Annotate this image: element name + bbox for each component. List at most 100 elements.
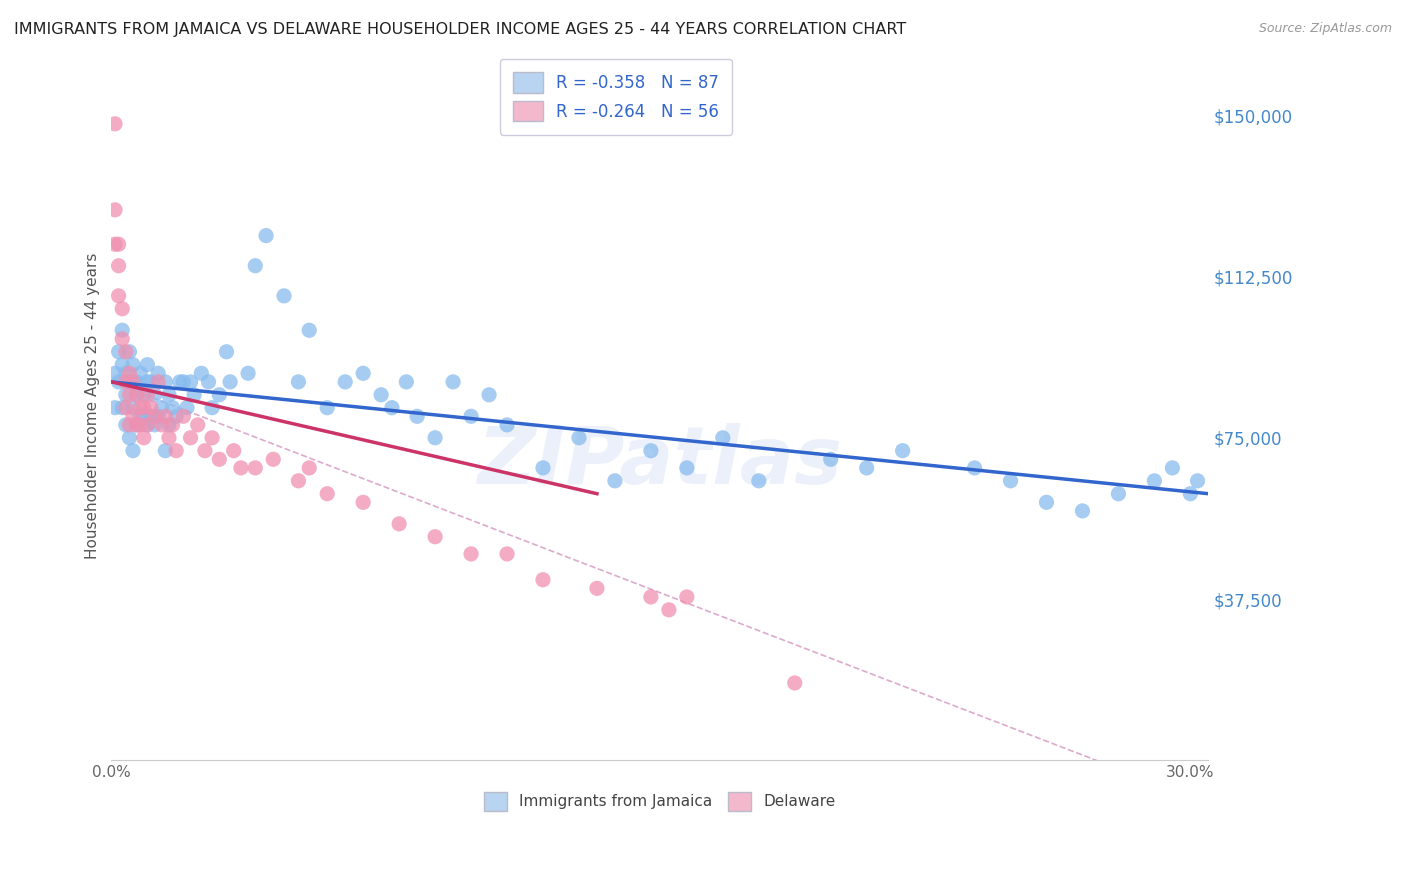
Point	[1161, 461, 1184, 475]
Point	[122, 409, 145, 424]
Point	[125, 388, 148, 402]
Point	[460, 547, 482, 561]
Point	[157, 431, 180, 445]
Point	[183, 388, 205, 402]
Point	[129, 417, 152, 432]
Point	[381, 401, 404, 415]
Point	[125, 417, 148, 432]
Point	[136, 417, 159, 432]
Point	[139, 375, 162, 389]
Point	[496, 417, 519, 432]
Point	[118, 431, 141, 445]
Point	[129, 366, 152, 380]
Point	[136, 388, 159, 402]
Point	[143, 388, 166, 402]
Point	[125, 417, 148, 432]
Point	[316, 401, 339, 415]
Point	[406, 409, 429, 424]
Point	[568, 431, 591, 445]
Point	[783, 676, 806, 690]
Point	[245, 461, 267, 475]
Point	[208, 388, 231, 402]
Point	[118, 366, 141, 380]
Point	[531, 461, 554, 475]
Point	[136, 375, 159, 389]
Point	[139, 409, 162, 424]
Point	[370, 388, 392, 402]
Point	[287, 375, 309, 389]
Point	[122, 401, 145, 415]
Point	[143, 409, 166, 424]
Point	[236, 366, 259, 380]
Point	[125, 375, 148, 389]
Point	[190, 366, 212, 380]
Point	[132, 409, 155, 424]
Point	[155, 443, 177, 458]
Point	[194, 443, 217, 458]
Point	[640, 590, 662, 604]
Point	[132, 388, 155, 402]
Text: ZIPatlas: ZIPatlas	[478, 424, 842, 501]
Point	[1143, 474, 1166, 488]
Point	[1035, 495, 1057, 509]
Point	[146, 375, 169, 389]
Point	[172, 409, 194, 424]
Point	[963, 461, 986, 475]
Point	[1071, 504, 1094, 518]
Point	[118, 388, 141, 402]
Point	[139, 401, 162, 415]
Point	[107, 375, 129, 389]
Point	[118, 344, 141, 359]
Point	[1107, 486, 1129, 500]
Point	[423, 530, 446, 544]
Point	[222, 443, 245, 458]
Point	[820, 452, 842, 467]
Point	[162, 401, 184, 415]
Point	[201, 431, 224, 445]
Point	[122, 443, 145, 458]
Point	[118, 417, 141, 432]
Point	[603, 474, 626, 488]
Point	[114, 388, 136, 402]
Point	[658, 603, 681, 617]
Point	[245, 259, 267, 273]
Point	[254, 228, 277, 243]
Y-axis label: Householder Income Ages 25 - 44 years: Householder Income Ages 25 - 44 years	[86, 252, 100, 558]
Point	[229, 461, 252, 475]
Point	[150, 417, 173, 432]
Point	[855, 461, 877, 475]
Point	[531, 573, 554, 587]
Point	[891, 443, 914, 458]
Point	[172, 375, 194, 389]
Point	[107, 344, 129, 359]
Point	[114, 401, 136, 415]
Point	[107, 289, 129, 303]
Point	[640, 443, 662, 458]
Point	[125, 388, 148, 402]
Point	[711, 431, 734, 445]
Point	[129, 409, 152, 424]
Point	[273, 289, 295, 303]
Point	[298, 461, 321, 475]
Point	[162, 417, 184, 432]
Point	[335, 375, 357, 389]
Point	[114, 366, 136, 380]
Text: IMMIGRANTS FROM JAMAICA VS DELAWARE HOUSEHOLDER INCOME AGES 25 - 44 YEARS CORREL: IMMIGRANTS FROM JAMAICA VS DELAWARE HOUS…	[14, 22, 907, 37]
Point	[132, 431, 155, 445]
Point	[215, 344, 238, 359]
Point	[104, 401, 127, 415]
Point	[146, 409, 169, 424]
Point	[107, 259, 129, 273]
Point	[298, 323, 321, 337]
Point	[136, 358, 159, 372]
Point	[586, 582, 609, 596]
Point	[676, 590, 699, 604]
Point	[111, 323, 134, 337]
Point	[155, 375, 177, 389]
Point	[104, 117, 127, 131]
Point	[111, 401, 134, 415]
Point	[176, 401, 198, 415]
Point	[111, 358, 134, 372]
Point	[496, 547, 519, 561]
Point	[129, 401, 152, 415]
